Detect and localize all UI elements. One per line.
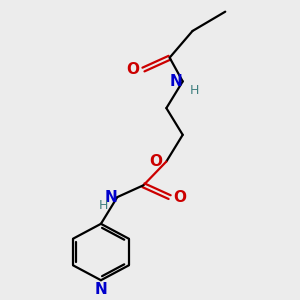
Text: O: O	[174, 190, 187, 205]
Text: O: O	[127, 62, 140, 77]
Text: N: N	[104, 190, 117, 205]
Text: H: H	[99, 199, 108, 212]
Text: N: N	[170, 74, 183, 89]
Text: N: N	[94, 282, 107, 297]
Text: H: H	[190, 84, 199, 98]
Text: O: O	[149, 154, 162, 169]
